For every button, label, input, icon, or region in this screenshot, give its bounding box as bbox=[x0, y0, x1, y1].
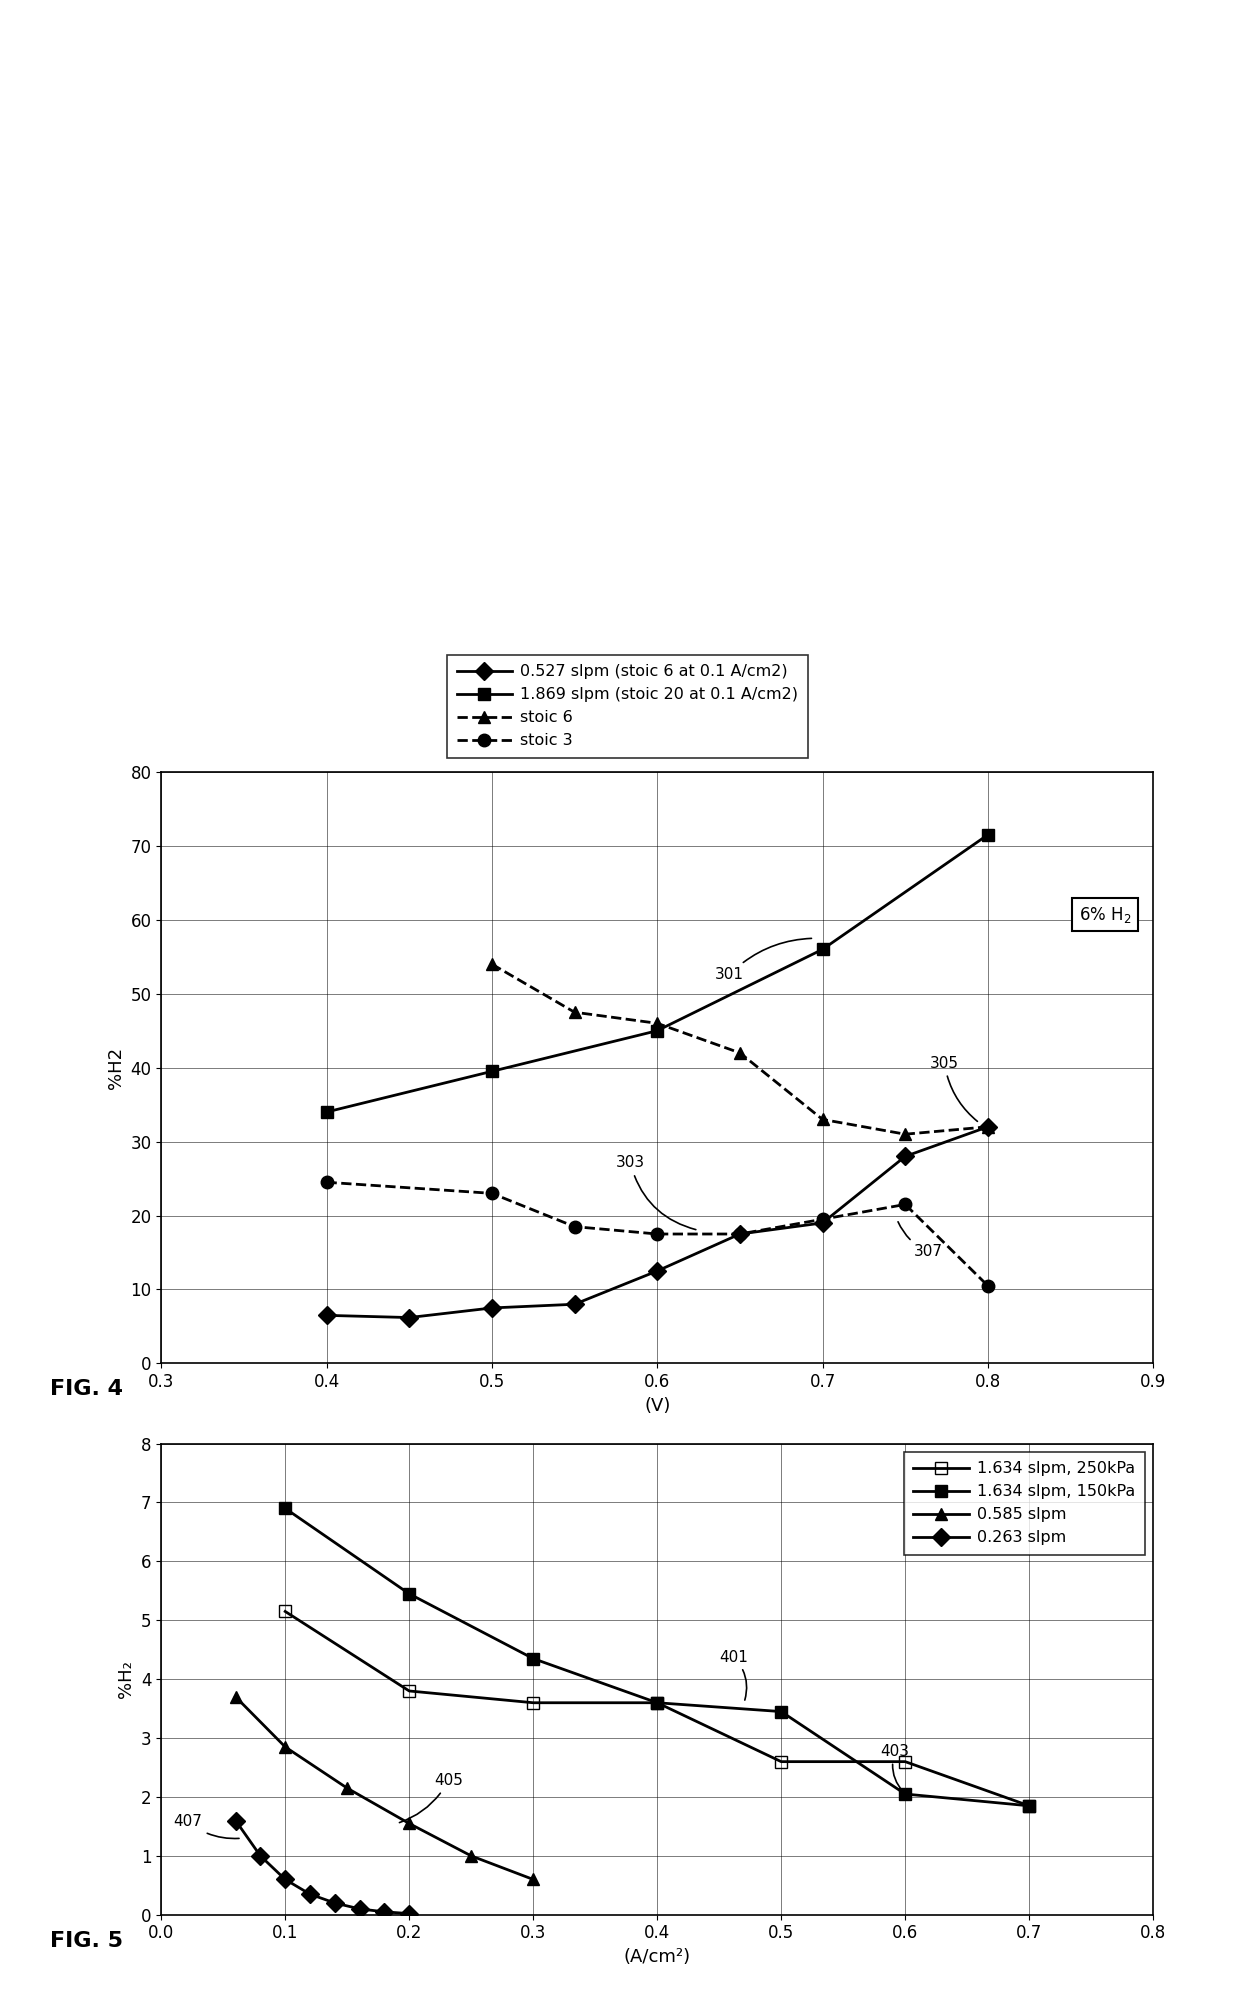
X-axis label: (A/cm²): (A/cm²) bbox=[624, 1949, 691, 1967]
Text: FIG. 5: FIG. 5 bbox=[50, 1931, 123, 1951]
Text: 6% H$_2$: 6% H$_2$ bbox=[1079, 904, 1131, 924]
Text: 407: 407 bbox=[174, 1815, 239, 1839]
Text: 301: 301 bbox=[715, 938, 811, 982]
Text: 303: 303 bbox=[616, 1155, 696, 1229]
Text: 305: 305 bbox=[930, 1057, 977, 1121]
Y-axis label: %H₂: %H₂ bbox=[118, 1660, 135, 1698]
Y-axis label: %H2: %H2 bbox=[107, 1047, 125, 1089]
Legend: 0.527 slpm (stoic 6 at 0.1 A/cm2), 1.869 slpm (stoic 20 at 0.1 A/cm2), stoic 6, : 0.527 slpm (stoic 6 at 0.1 A/cm2), 1.869… bbox=[446, 656, 808, 758]
Text: FIG. 4: FIG. 4 bbox=[50, 1379, 123, 1399]
Text: 405: 405 bbox=[399, 1772, 463, 1823]
Text: 307: 307 bbox=[898, 1221, 942, 1259]
Text: 403: 403 bbox=[880, 1744, 909, 1792]
Legend: 1.634 slpm, 250kPa, 1.634 slpm, 150kPa, 0.585 slpm, 0.263 slpm: 1.634 slpm, 250kPa, 1.634 slpm, 150kPa, … bbox=[904, 1452, 1146, 1554]
Text: 401: 401 bbox=[719, 1650, 748, 1700]
X-axis label: (V): (V) bbox=[644, 1397, 671, 1416]
